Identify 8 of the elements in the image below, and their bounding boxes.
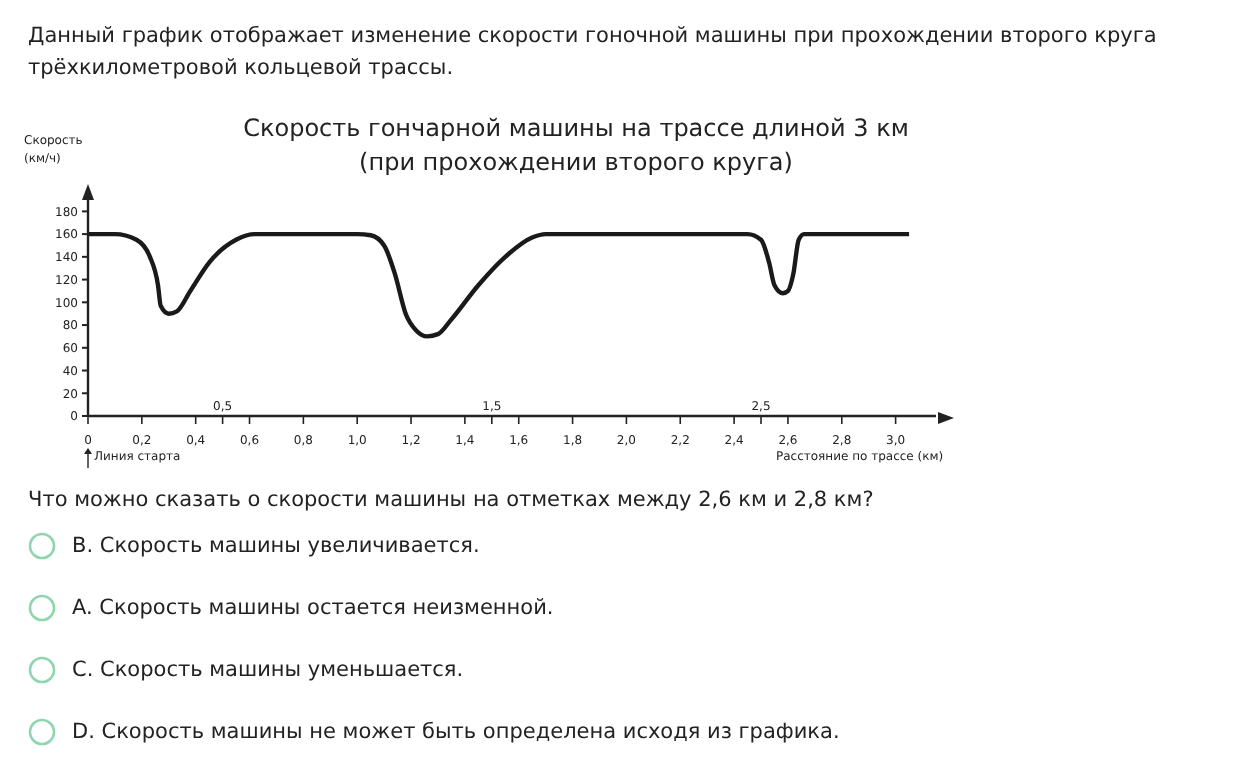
chart-title: Скорость гончарной машины на трассе длиной 3 км bbox=[241, 112, 911, 146]
text: C. Скорость машины уменьшается. bbox=[72, 658, 464, 682]
chart-subtitle: (при прохождении второго круга) bbox=[357, 146, 795, 180]
text: A. Скорость машины остается неизменной. bbox=[72, 596, 554, 620]
text: Данный график отображает изменение скорости гоночной машины при прохождении второго круга трёхкилометровой кольцевой трассы. bbox=[28, 22, 1159, 84]
text: Что можно сказать о скорости машины на отметках между 2,6 км и 2,8 км? bbox=[28, 488, 874, 512]
text: B. Скорость машины увеличивается. bbox=[72, 534, 480, 558]
text: D. Скорость машины не может быть определена исходя из графика. bbox=[72, 720, 840, 744]
